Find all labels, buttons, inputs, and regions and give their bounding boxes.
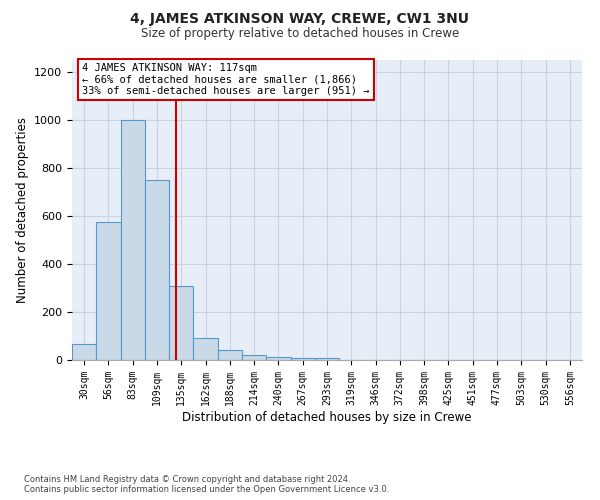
Bar: [121, 120, 145, 360]
Bar: [169, 286, 193, 360]
Bar: [72, 344, 96, 360]
X-axis label: Distribution of detached houses by size in Crewe: Distribution of detached houses by size …: [182, 410, 472, 424]
Bar: [193, 338, 218, 360]
Bar: [96, 222, 121, 360]
Text: Contains HM Land Registry data © Crown copyright and database right 2024.
Contai: Contains HM Land Registry data © Crown c…: [24, 474, 389, 494]
Bar: [218, 350, 242, 360]
Bar: [242, 355, 266, 360]
Bar: [290, 358, 315, 360]
Bar: [315, 358, 339, 360]
Y-axis label: Number of detached properties: Number of detached properties: [16, 117, 29, 303]
Bar: [145, 180, 169, 360]
Bar: [266, 357, 290, 360]
Text: 4 JAMES ATKINSON WAY: 117sqm
← 66% of detached houses are smaller (1,866)
33% of: 4 JAMES ATKINSON WAY: 117sqm ← 66% of de…: [82, 63, 370, 96]
Text: Size of property relative to detached houses in Crewe: Size of property relative to detached ho…: [141, 28, 459, 40]
Text: 4, JAMES ATKINSON WAY, CREWE, CW1 3NU: 4, JAMES ATKINSON WAY, CREWE, CW1 3NU: [131, 12, 470, 26]
